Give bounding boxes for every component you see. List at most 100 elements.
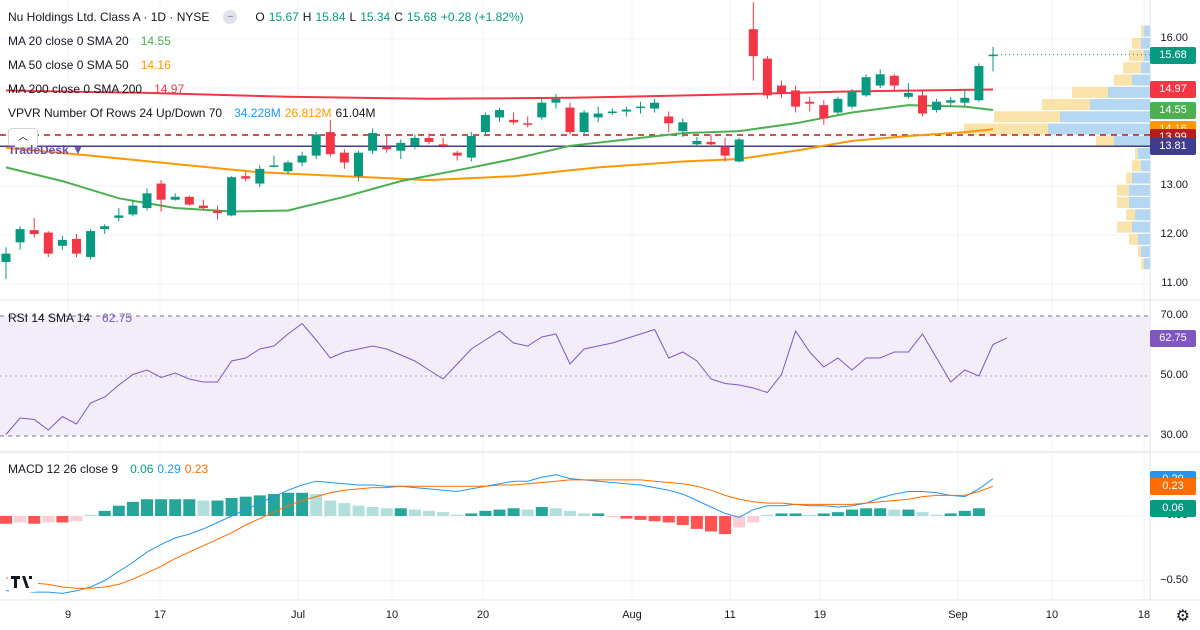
ma50-legend[interactable]: MA 50 close 0 SMA 50 14.16 [8,58,171,72]
macd-histogram-bar [394,508,407,516]
rsi-tag: 62.75 [1150,329,1196,347]
price-tick-label: 11.00 [1161,277,1188,289]
candle-body [57,239,67,246]
time-tick-label: 19 [813,609,827,621]
macd-histogram-bar [705,516,717,532]
vp-up-bar [1132,221,1150,233]
ma200-legend[interactable]: MA 200 close 0 SMA 200 14.97 [8,82,184,96]
candle-body [706,141,716,145]
tradedesk-event-label[interactable]: TradeDesk ▼ [8,143,84,157]
macd-histogram-bar [521,509,534,516]
vp-up-bar [1144,258,1150,270]
candle-body [889,75,899,86]
vp-down-bar [1138,246,1141,258]
vp-down-bar [964,123,1048,135]
candle-body [255,168,265,184]
settings-gear-icon[interactable]: ⚙ [1175,608,1190,625]
candle-body [410,137,420,146]
candle-body [847,91,857,107]
ma20-line [5,104,994,213]
macd-histogram-bar [916,512,929,516]
vp-up-bar [1135,209,1150,221]
macd-histogram-bar [479,510,492,516]
vp-up-bar [1132,74,1150,86]
vp-down-bar [1072,86,1108,98]
candle-body [368,133,378,151]
vp-down-bar [1096,135,1114,147]
macd-histogram-bar [902,509,915,516]
macd-histogram-bar [352,505,365,516]
vp-down-bar [1126,172,1132,184]
ma200-line [5,88,994,100]
macd-histogram-bar [761,514,774,516]
candle-body [283,162,293,172]
macd-histogram-bar [690,516,703,529]
vp-down-bar [1129,233,1138,245]
price-tick-label: 12.00 [1160,228,1188,240]
macd-histogram-bar [14,516,27,523]
macd-histogram-bar [860,508,873,516]
macd-histogram-bar [958,510,971,516]
vp-up-bar [1048,123,1150,135]
macd-tag: 0.23 [1150,478,1196,496]
vp-down-bar [1117,221,1132,233]
macd-histogram-bar [465,513,478,516]
candle-body [213,210,222,213]
vp-up-bar [1141,37,1150,49]
tradingview-logo-icon[interactable] [8,570,38,592]
price-tag: 13.81 [1150,138,1196,156]
candle-body [452,152,462,156]
candle-body [480,114,490,133]
vp-down-bar [1123,62,1141,74]
time-tick-label: 10 [385,609,399,621]
candle-body [72,238,81,254]
macd-histogram-bar [846,509,858,516]
vpvr-legend[interactable]: VPVR Number Of Rows 24 Up/Down 70 34.228… [8,106,376,120]
macd-tick-label: −0.50 [1160,573,1188,586]
vp-up-bar [1138,148,1150,160]
macd-histogram-bar [437,512,450,516]
candle-body [311,134,321,156]
vpvr-down-value: 26.812M [284,106,332,120]
price-tag: 15.68 [1150,46,1196,64]
candle-body [184,196,194,205]
candle-body [297,155,307,163]
c-label: C [394,10,403,24]
collapse-legend-button[interactable]: ︿ [8,128,38,148]
symbol-title[interactable]: Nu Holdings Ltd. Class A · 1D · NYSE [8,10,210,24]
macd-histogram-bar [564,510,576,516]
macd-histogram-bar [155,499,168,516]
macd-histogram-bar [972,508,985,516]
vp-up-bar [1129,184,1150,196]
ma20-legend[interactable]: MA 20 close 0 SMA 20 14.55 [8,34,171,48]
time-tick-label: 10 [1045,609,1059,621]
vp-down-bar [1135,148,1138,160]
macd-histogram-bar [634,516,647,520]
macd-histogram-bar [719,516,732,535]
candle-body [142,193,152,209]
eye-icon[interactable]: – [223,10,238,24]
candle-body [354,152,363,177]
rsi-value: 62.75 [102,311,133,325]
macd-histogram-bar [310,494,323,516]
signal-line [5,479,994,589]
open-value: 15.67 [268,10,299,24]
macd-histogram-bar [662,516,675,523]
rsi-legend[interactable]: RSI 14 SMA 14 62.75 [8,311,132,325]
candle-body [875,74,885,86]
ma20-value: 14.55 [140,34,171,48]
h-label: H [302,10,312,24]
low-value: 15.34 [360,10,391,24]
vp-down-bar [1141,258,1144,270]
vp-down-bar [1117,184,1129,196]
macd-histogram-bar [930,514,943,516]
vpvr-total-value: 61.04M [335,106,376,120]
candle-body [269,165,279,167]
macd-histogram-bar [197,500,210,516]
candle-body [805,101,815,104]
macd-histogram-bar [239,496,252,516]
candle-body [29,230,39,235]
macd-line-value: 0.29 [157,462,181,476]
macd-legend[interactable]: MACD 12 26 close 9 0.06 0.29 0.23 [8,462,208,476]
